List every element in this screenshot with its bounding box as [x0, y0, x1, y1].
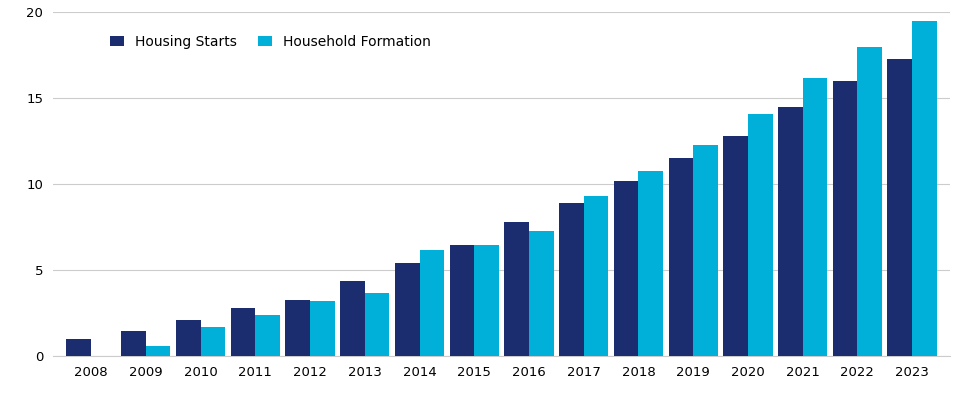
- Bar: [559, 203, 584, 356]
- Bar: [474, 245, 499, 356]
- Bar: [778, 107, 803, 356]
- Bar: [365, 293, 390, 356]
- Bar: [310, 301, 335, 356]
- Bar: [638, 171, 663, 356]
- Bar: [693, 145, 718, 356]
- Bar: [668, 158, 693, 356]
- Bar: [255, 315, 280, 356]
- Bar: [285, 300, 310, 356]
- Bar: [887, 59, 912, 356]
- Bar: [723, 136, 748, 356]
- Bar: [201, 327, 226, 356]
- Bar: [121, 330, 146, 356]
- Bar: [912, 21, 937, 356]
- Bar: [584, 196, 609, 356]
- Bar: [832, 81, 857, 356]
- Bar: [395, 263, 420, 356]
- Legend: Housing Starts, Household Formation: Housing Starts, Household Formation: [105, 30, 436, 55]
- Bar: [803, 78, 828, 356]
- Bar: [748, 114, 773, 356]
- Bar: [449, 245, 474, 356]
- Bar: [613, 181, 638, 356]
- Bar: [230, 308, 255, 356]
- Bar: [176, 320, 201, 356]
- Bar: [66, 339, 91, 356]
- Bar: [420, 249, 444, 356]
- Bar: [529, 231, 554, 356]
- Bar: [146, 346, 171, 356]
- Bar: [504, 222, 529, 356]
- Bar: [340, 281, 365, 356]
- Bar: [857, 47, 882, 356]
